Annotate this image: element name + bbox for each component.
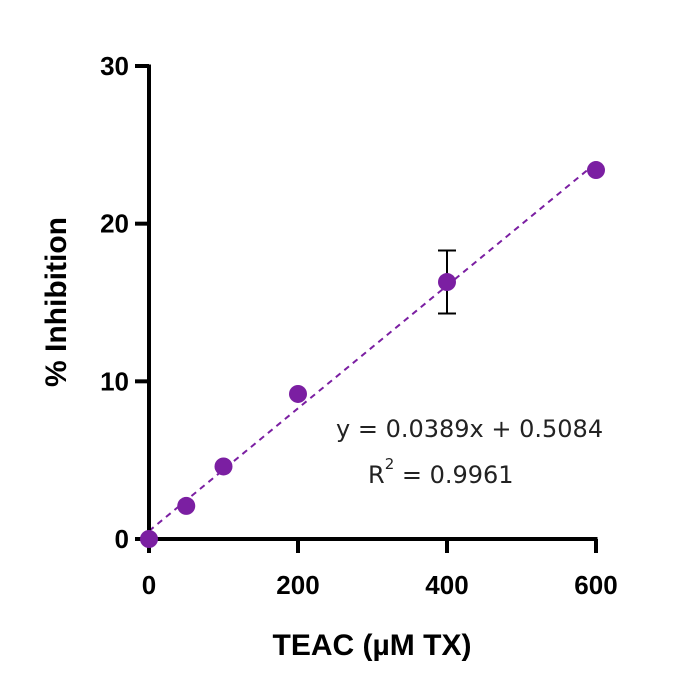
y-tick-label-20: 20 <box>100 209 129 239</box>
r-squared-base: R <box>368 461 385 489</box>
r-squared-value: = 0.9961 <box>394 461 513 489</box>
y-tick-label-30: 30 <box>100 51 129 81</box>
x-tick-label-400: 400 <box>425 570 468 600</box>
x-tick-label-0: 0 <box>142 570 156 600</box>
data-point-3 <box>289 384 307 403</box>
fit-equation-label: y = 0.0389x + 0.5084 <box>336 415 603 443</box>
x-tick-label-600: 600 <box>574 570 617 600</box>
y-tick-label-0: 0 <box>115 524 129 554</box>
data-point-2 <box>214 457 233 476</box>
x-tick-label-200: 200 <box>276 570 319 600</box>
labels-layer: 0 10 20 30 0 200 400 600 <box>100 51 618 600</box>
r-squared-label: R2 = 0.9961 <box>368 455 514 489</box>
data-point-0 <box>140 530 158 548</box>
points-layer <box>140 161 605 548</box>
y-axis-title: % Inhibition <box>40 217 73 387</box>
r-squared-exponent: 2 <box>385 455 395 473</box>
fit-layer <box>148 162 597 532</box>
x-axis-title: TEAC (µM TX) <box>273 629 472 662</box>
data-point-5 <box>587 161 605 180</box>
data-point-4 <box>438 273 456 292</box>
fit-line <box>148 162 597 532</box>
axes-layer <box>135 64 598 553</box>
data-point-1 <box>177 496 196 515</box>
y-tick-label-10: 10 <box>100 366 129 396</box>
